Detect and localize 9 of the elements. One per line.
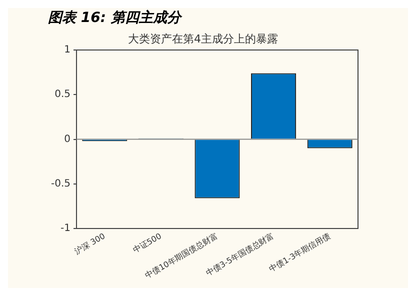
chart-subtitle: 大类资产在第4主成分上的暴露 — [128, 32, 278, 46]
chart-title: 图表 16: 第四主成分 — [48, 9, 183, 26]
y-tick-label: 0 — [64, 134, 71, 145]
y-tick-label: 0.5 — [54, 89, 71, 100]
y-tick-label: -0.5 — [50, 178, 71, 190]
y-tick-label: -1 — [60, 223, 71, 234]
x-tick-label: 沪深 300 — [72, 231, 107, 256]
y-tick-label: 1 — [64, 44, 71, 56]
x-tick-label: 中证500 — [131, 231, 163, 255]
